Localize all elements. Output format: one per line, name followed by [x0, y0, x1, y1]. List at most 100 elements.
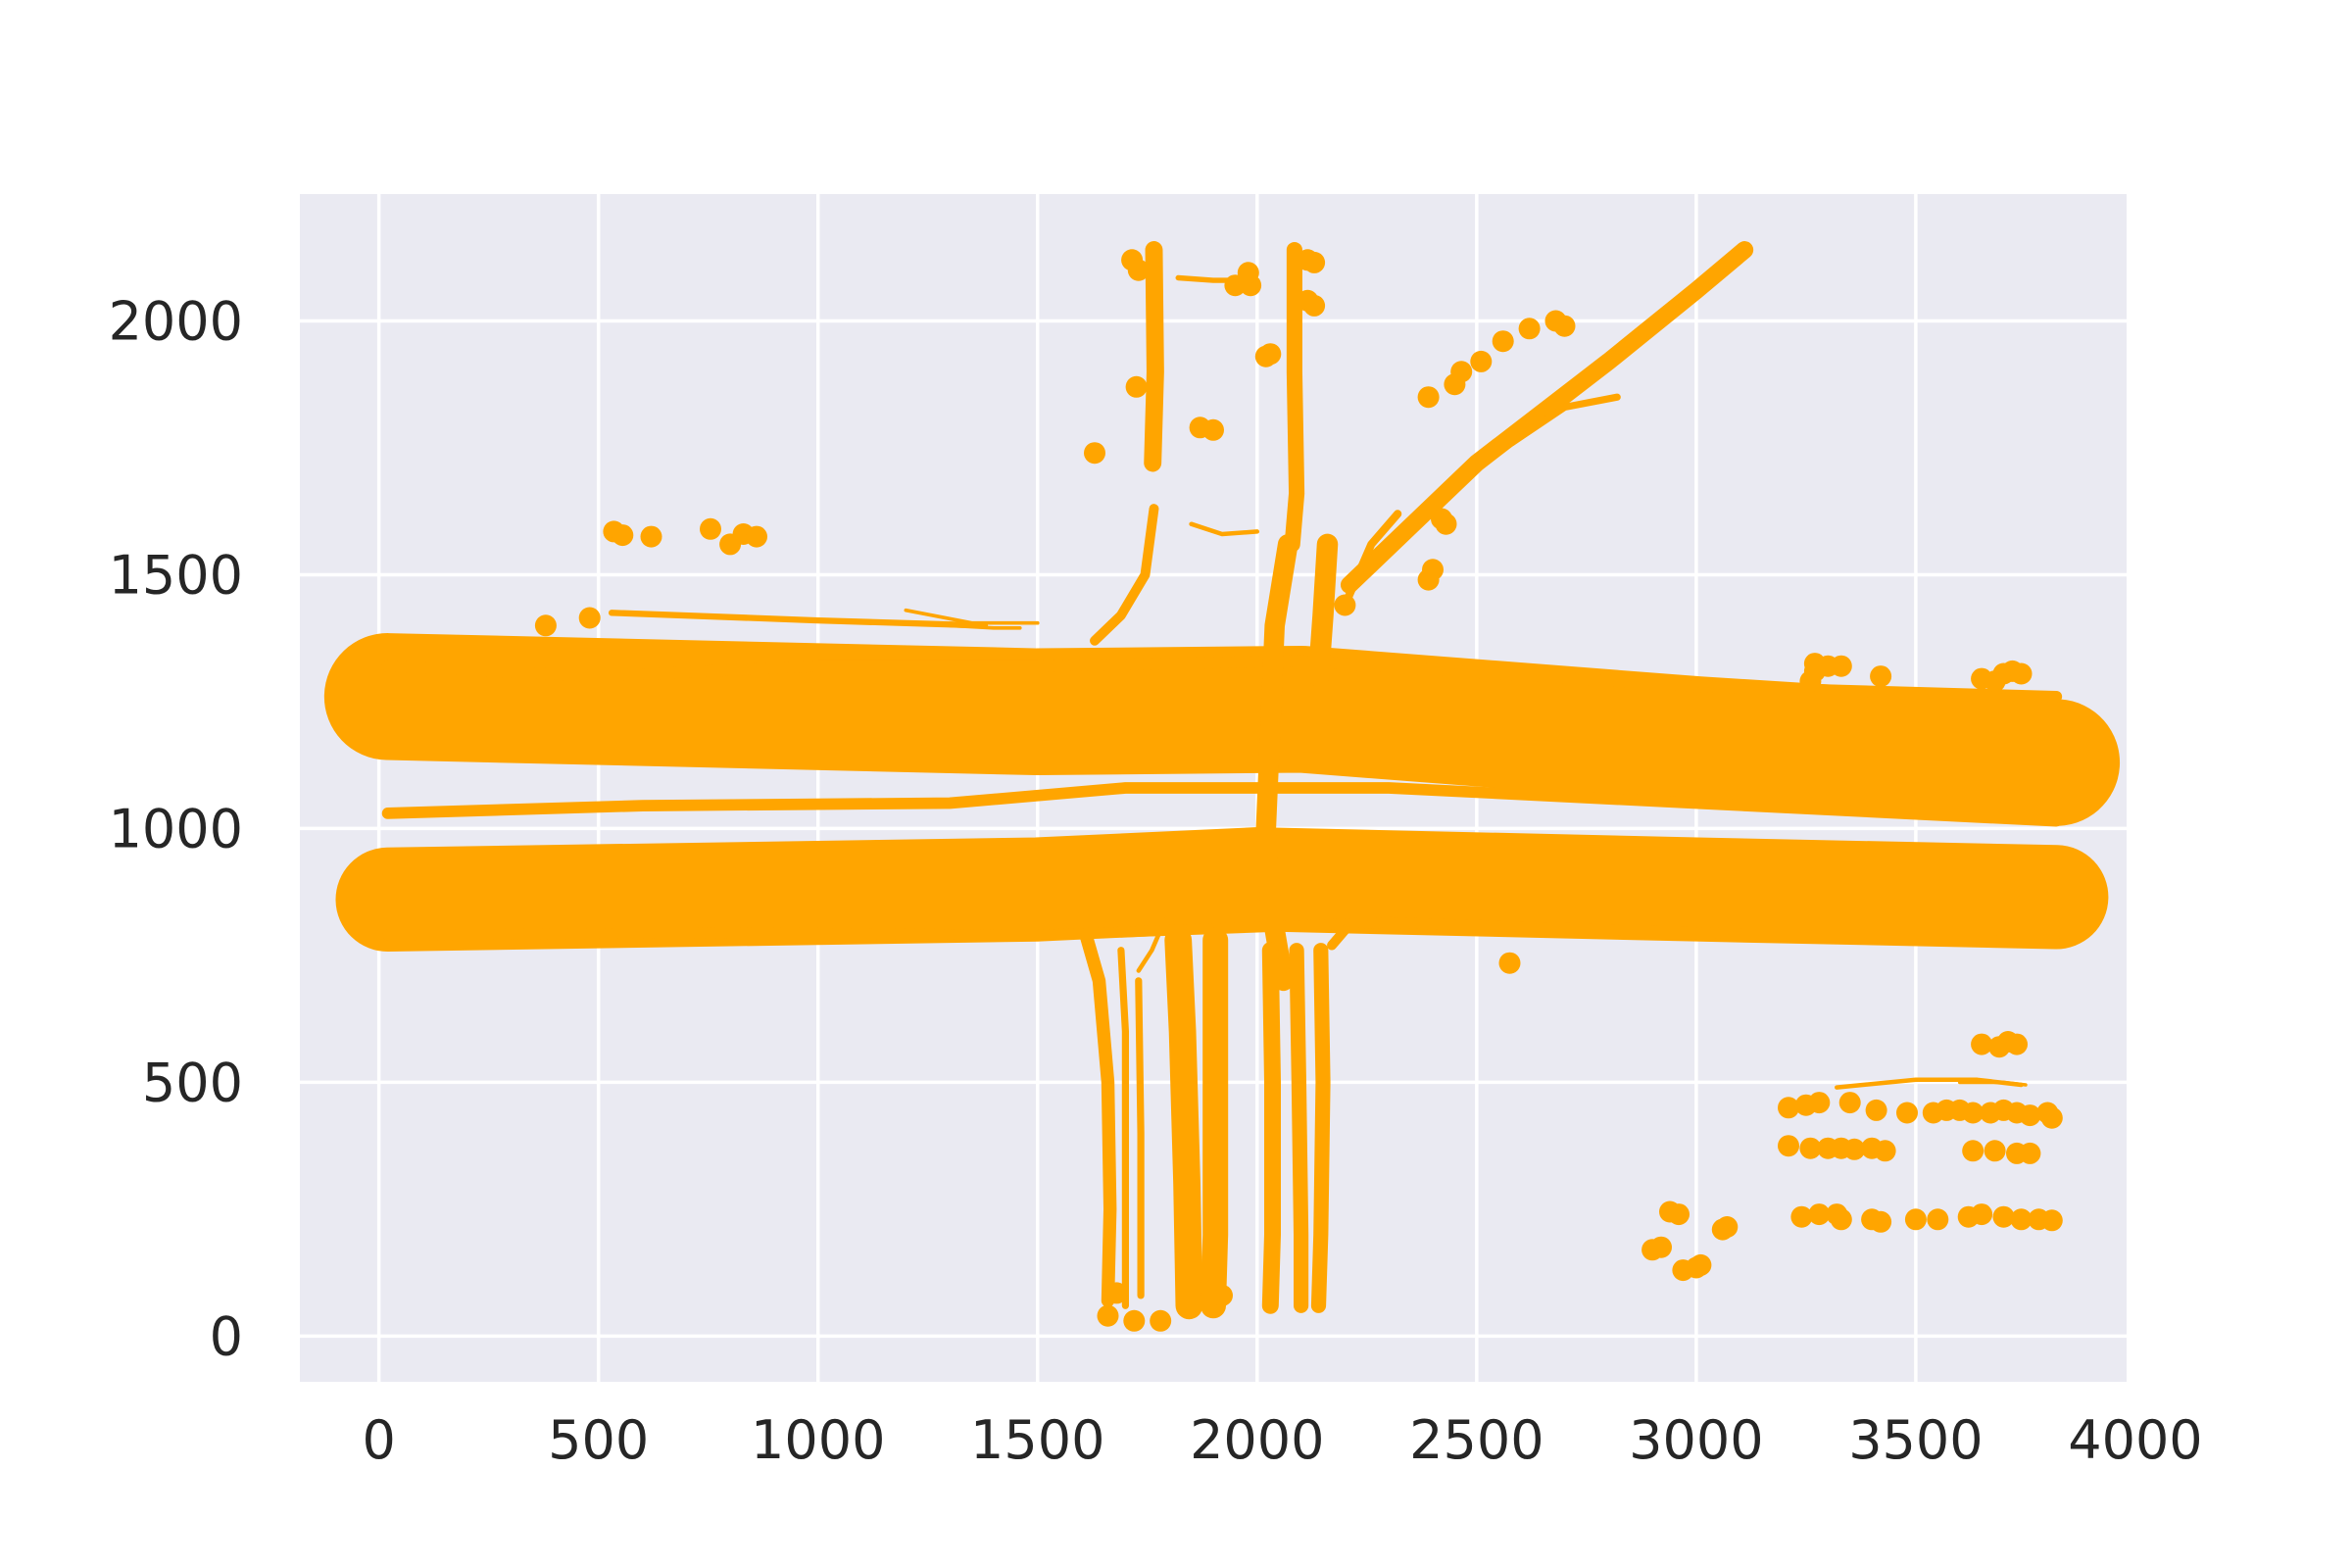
scatter-point	[2019, 1142, 2041, 1164]
scatter-point	[1865, 1099, 1887, 1121]
scatter-point	[1417, 386, 1440, 409]
trajectory-path	[948, 623, 1022, 630]
scatter-point	[1125, 375, 1148, 398]
scatter-point	[1498, 952, 1521, 974]
scatter-point	[1518, 318, 1541, 340]
scatter-point	[578, 607, 601, 629]
trajectory-path	[1255, 534, 1298, 992]
scatter-point	[1992, 1205, 2015, 1228]
trajectory-path	[1341, 510, 1402, 610]
scatter-point	[1984, 1140, 2006, 1162]
scatter-point	[1971, 1033, 1993, 1055]
data-layer	[323, 241, 2121, 1332]
scatter-point	[1874, 1140, 1896, 1162]
scatter-point	[1778, 1135, 1799, 1157]
scatter-point	[1417, 568, 1440, 591]
scatter-point	[1799, 1137, 1822, 1159]
trajectory-path	[381, 782, 2063, 827]
trajectory-path	[1164, 926, 1203, 1320]
scatter-point	[1716, 1216, 1739, 1238]
trajectory-band	[323, 633, 2121, 826]
scatter-point	[1668, 1203, 1690, 1226]
y-tick-label: 0	[210, 1305, 243, 1367]
scatter-point	[1150, 1309, 1172, 1332]
scatter-point	[1808, 1092, 1831, 1114]
trajectory-path	[1327, 914, 1368, 951]
y-tick-label: 1000	[109, 798, 243, 859]
trajectory-path	[904, 608, 1040, 625]
x-tick-label: 3000	[1629, 1409, 1763, 1471]
scatter-point	[534, 614, 557, 637]
scatter-point	[1334, 594, 1356, 616]
scatter-point	[1830, 1208, 1852, 1231]
x-axis-tick-labels: 0 500 1000 1500 2000 2500 3000 3500 4000	[362, 1409, 2202, 1471]
trajectory-path	[1508, 393, 1621, 447]
scatter-point	[1896, 1102, 1918, 1124]
y-tick-label: 500	[142, 1052, 243, 1113]
trajectory-path	[608, 610, 989, 629]
scatter-point	[1808, 1203, 1831, 1226]
scatter-point	[2040, 1209, 2063, 1232]
scatter-point	[1690, 1253, 1712, 1276]
x-tick-label: 4000	[2068, 1409, 2202, 1471]
trajectory-path	[1079, 928, 1117, 1307]
scatter-point	[1803, 660, 1826, 682]
trajectory-path	[1307, 533, 1339, 687]
scatter-point	[1435, 513, 1457, 535]
scatter-point	[2010, 1208, 2033, 1231]
x-tick-label: 3500	[1848, 1409, 1983, 1471]
scatter-point	[1259, 343, 1282, 366]
trajectory-path	[1136, 917, 1167, 973]
scatter-point	[1202, 418, 1224, 441]
scatter-point	[1084, 442, 1105, 465]
scatter-point	[1870, 1210, 1892, 1233]
x-tick-label: 2500	[1409, 1409, 1544, 1471]
scatter-point	[1211, 1284, 1233, 1306]
scatter-point	[1303, 251, 1326, 273]
trajectory-path	[381, 655, 2063, 703]
scatter-point	[2010, 662, 2033, 685]
trajectory-path	[1340, 241, 1754, 594]
scatter-point	[612, 524, 634, 547]
scatter-point	[1097, 1304, 1119, 1327]
trajectory-path	[1957, 1080, 2028, 1087]
y-tick-label: 1500	[109, 544, 243, 606]
scatter-point	[1224, 274, 1247, 297]
x-tick-label: 1000	[751, 1409, 885, 1471]
scatter-point	[1927, 1208, 1949, 1231]
x-tick-label: 0	[362, 1409, 395, 1471]
scatter-point	[1303, 294, 1326, 317]
y-axis-tick-labels: 0 500 1000 1500 2000	[109, 290, 243, 1367]
scatter-point	[1962, 1140, 1984, 1162]
scatter-point	[1778, 1097, 1799, 1119]
trajectory-path	[1261, 942, 1281, 1314]
scatter-point	[1492, 330, 1514, 353]
trajectory-path	[1189, 521, 1260, 537]
scatter-point	[1790, 1205, 1813, 1228]
scatter-point	[1105, 1282, 1128, 1304]
scatter-point	[1650, 1236, 1672, 1258]
scatter-point	[1838, 1092, 1861, 1114]
trajectory-path	[1284, 241, 1305, 553]
trajectory-path	[1310, 943, 1331, 1313]
scatter-point	[2006, 1033, 2028, 1055]
trajectory-band	[335, 827, 2109, 952]
x-tick-label: 500	[548, 1409, 649, 1471]
x-tick-label: 1500	[970, 1409, 1104, 1471]
scatter-point	[1870, 665, 1892, 688]
trajectory-path	[1117, 947, 1129, 1309]
scatter-point	[2019, 1104, 2041, 1127]
scatter-point	[1127, 259, 1150, 281]
scatter-point	[1962, 1102, 1984, 1124]
trajectory-path	[1090, 504, 1159, 646]
scatter-point	[2040, 1106, 2063, 1129]
scatter-point	[1470, 350, 1493, 372]
scatter-point	[1553, 315, 1576, 337]
scatter-point	[1971, 1203, 1993, 1226]
scatter-point	[640, 525, 662, 548]
trajectory-path	[1289, 943, 1309, 1313]
scatter-point	[1123, 1309, 1146, 1332]
scatter-point	[1450, 361, 1473, 383]
trajectory-path	[1200, 927, 1229, 1319]
